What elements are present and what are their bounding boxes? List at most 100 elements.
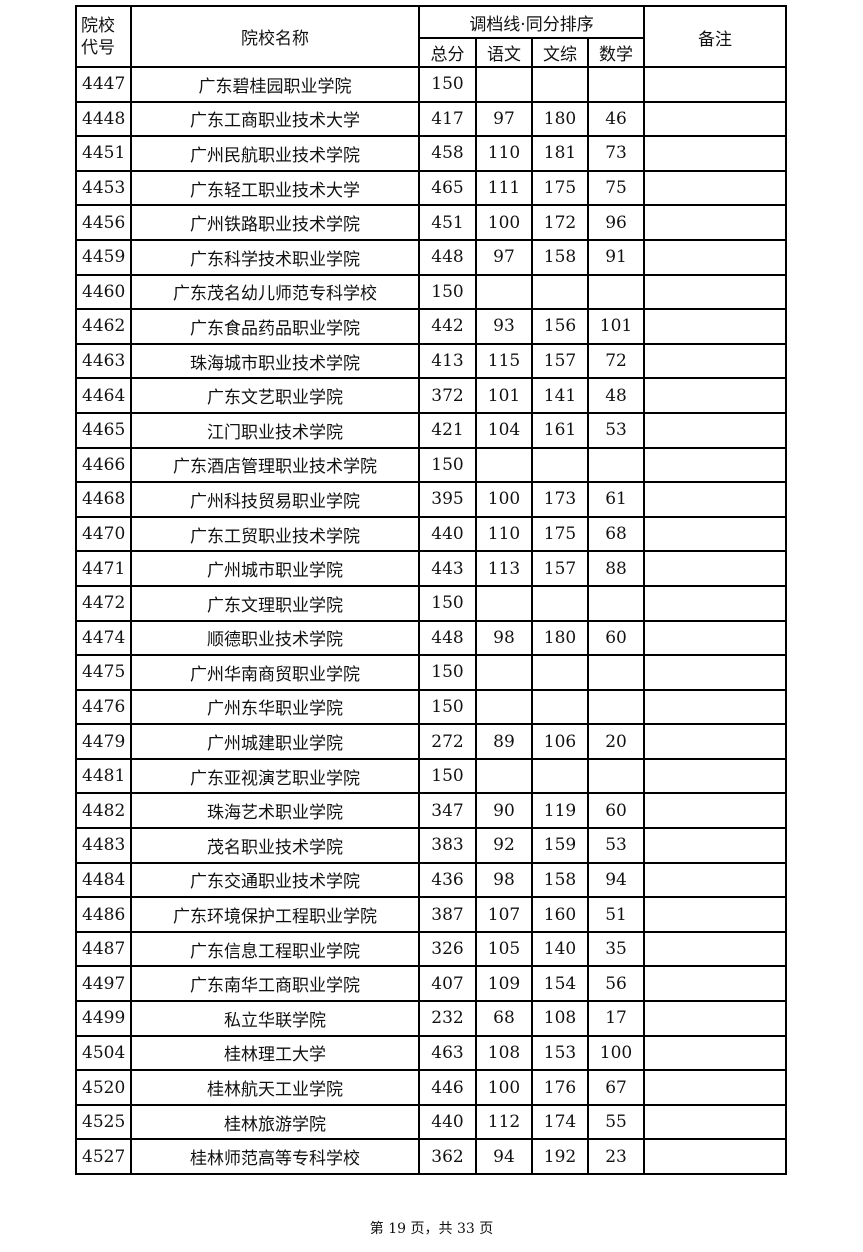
total-score: 150 — [418, 66, 477, 103]
school-name: 广东工商职业技术大学 — [130, 100, 420, 138]
school-code: 4463 — [75, 342, 132, 380]
table-row: 4470 广东工贸职业技术学院 440 110 175 68 — [75, 515, 788, 553]
school-name: 桂林旅游学院 — [130, 1103, 420, 1141]
school-name: 广东工贸职业技术学院 — [130, 515, 420, 553]
liberal-arts-score: 160 — [531, 896, 589, 933]
liberal-arts-score: 192 — [531, 1138, 589, 1175]
header-chinese: 语文 — [475, 37, 533, 68]
liberal-arts-score: 180 — [531, 100, 589, 138]
school-name: 广东食品药品职业学院 — [130, 308, 420, 345]
school-code: 4462 — [75, 308, 132, 345]
school-name: 广东环境保护工程职业学院 — [130, 896, 420, 933]
liberal-arts-score: 180 — [531, 619, 589, 657]
liberal-arts-score: 154 — [531, 965, 589, 1003]
chinese-score — [475, 584, 533, 622]
math-score: 35 — [586, 930, 646, 968]
table-row: 4487 广东信息工程职业学院 326 105 140 35 — [75, 930, 788, 968]
school-code: 4474 — [75, 619, 132, 657]
admission-score-table: 院校代号 院校名称 调档线·同分排序 备注 总分 语文 文综 数学 4447 广东… — [75, 5, 788, 1175]
chinese-score: 112 — [475, 1103, 533, 1141]
table-row: 4527 桂林师范高等专科学校 362 94 192 23 — [75, 1138, 788, 1175]
table-row: 4472 广东文理职业学院 150 — [75, 584, 788, 622]
total-score: 463 — [418, 1034, 477, 1072]
notes — [643, 100, 788, 138]
table-row: 4499 私立华联学院 232 68 108 17 — [75, 1000, 788, 1037]
table-row: 4465 江门职业技术学院 421 104 161 53 — [75, 411, 788, 449]
total-score: 150 — [418, 273, 477, 311]
chinese-score — [475, 757, 533, 795]
math-score: 91 — [586, 238, 646, 276]
school-name: 广州科技贸易职业学院 — [130, 481, 420, 518]
total-score: 407 — [418, 965, 477, 1003]
math-score: 60 — [586, 619, 646, 657]
chinese-score: 94 — [475, 1138, 533, 1175]
chinese-score: 97 — [475, 100, 533, 138]
table-row: 4462 广东食品药品职业学院 442 93 156 101 — [75, 308, 788, 345]
table-row: 4484 广东交通职业技术学院 436 98 158 94 — [75, 861, 788, 899]
school-code: 4471 — [75, 550, 132, 587]
total-score: 150 — [418, 757, 477, 795]
header-total: 总分 — [418, 37, 477, 68]
math-score: 51 — [586, 896, 646, 933]
school-name: 广东信息工程职业学院 — [130, 930, 420, 968]
table-row: 4483 茂名职业技术学院 383 92 159 53 — [75, 827, 788, 864]
liberal-arts-score: 140 — [531, 930, 589, 968]
total-score: 465 — [418, 169, 477, 207]
table-row: 4459 广东科学技术职业学院 448 97 158 91 — [75, 238, 788, 276]
notes — [643, 965, 788, 1003]
chinese-score: 104 — [475, 411, 533, 449]
total-score: 150 — [418, 654, 477, 691]
table-row: 4460 广东茂名幼儿师范专科学校 150 — [75, 273, 788, 311]
total-score: 440 — [418, 1103, 477, 1141]
total-score: 362 — [418, 1138, 477, 1175]
chinese-score: 101 — [475, 377, 533, 414]
school-name: 桂林理工大学 — [130, 1034, 420, 1072]
table-row: 4447 广东碧桂园职业学院 150 — [75, 66, 788, 103]
total-score: 383 — [418, 827, 477, 864]
school-code: 4482 — [75, 792, 132, 830]
table-row: 4456 广州铁路职业技术学院 451 100 172 96 — [75, 204, 788, 241]
notes — [643, 1000, 788, 1037]
total-score: 272 — [418, 723, 477, 760]
school-code: 4460 — [75, 273, 132, 311]
chinese-score: 115 — [475, 342, 533, 380]
school-code: 4486 — [75, 896, 132, 933]
table-row: 4471 广州城市职业学院 443 113 157 88 — [75, 550, 788, 587]
total-score: 232 — [418, 1000, 477, 1037]
notes — [643, 861, 788, 899]
school-name: 广州东华职业学院 — [130, 688, 420, 726]
table-row: 4451 广州民航职业技术学院 458 110 181 73 — [75, 135, 788, 172]
math-score: 68 — [586, 515, 646, 553]
chinese-score: 93 — [475, 308, 533, 345]
notes — [643, 273, 788, 311]
school-code: 4464 — [75, 377, 132, 414]
table-body: 4447 广东碧桂园职业学院 150 4448 广东工商职业技术大学 417 97 180 46… — [75, 66, 788, 1175]
school-name: 广东轻工职业技术大学 — [130, 169, 420, 207]
math-score: 75 — [586, 169, 646, 207]
total-score: 372 — [418, 377, 477, 414]
chinese-score: 68 — [475, 1000, 533, 1037]
notes — [643, 723, 788, 760]
school-name: 广州华南商贸职业学院 — [130, 654, 420, 691]
chinese-score: 110 — [475, 135, 533, 172]
liberal-arts-score: 161 — [531, 411, 589, 449]
school-code: 4497 — [75, 965, 132, 1003]
school-code: 4484 — [75, 861, 132, 899]
school-name: 广东文艺职业学院 — [130, 377, 420, 414]
school-name: 广东亚视演艺职业学院 — [130, 757, 420, 795]
school-name: 广东文理职业学院 — [130, 584, 420, 622]
header-group: 调档线·同分排序 — [417, 5, 646, 39]
chinese-score: 100 — [475, 204, 533, 241]
total-score: 421 — [418, 411, 477, 449]
math-score: 72 — [586, 342, 646, 380]
notes — [643, 446, 788, 484]
liberal-arts-score: 176 — [531, 1069, 589, 1106]
total-score: 150 — [418, 584, 477, 622]
header-liberal-arts: 文综 — [531, 37, 589, 68]
notes — [643, 1034, 788, 1072]
table-row: 4486 广东环境保护工程职业学院 387 107 160 51 — [75, 896, 788, 933]
table-row: 4476 广州东华职业学院 150 — [75, 688, 788, 726]
notes — [643, 619, 788, 657]
notes — [643, 135, 788, 172]
math-score: 56 — [586, 965, 646, 1003]
